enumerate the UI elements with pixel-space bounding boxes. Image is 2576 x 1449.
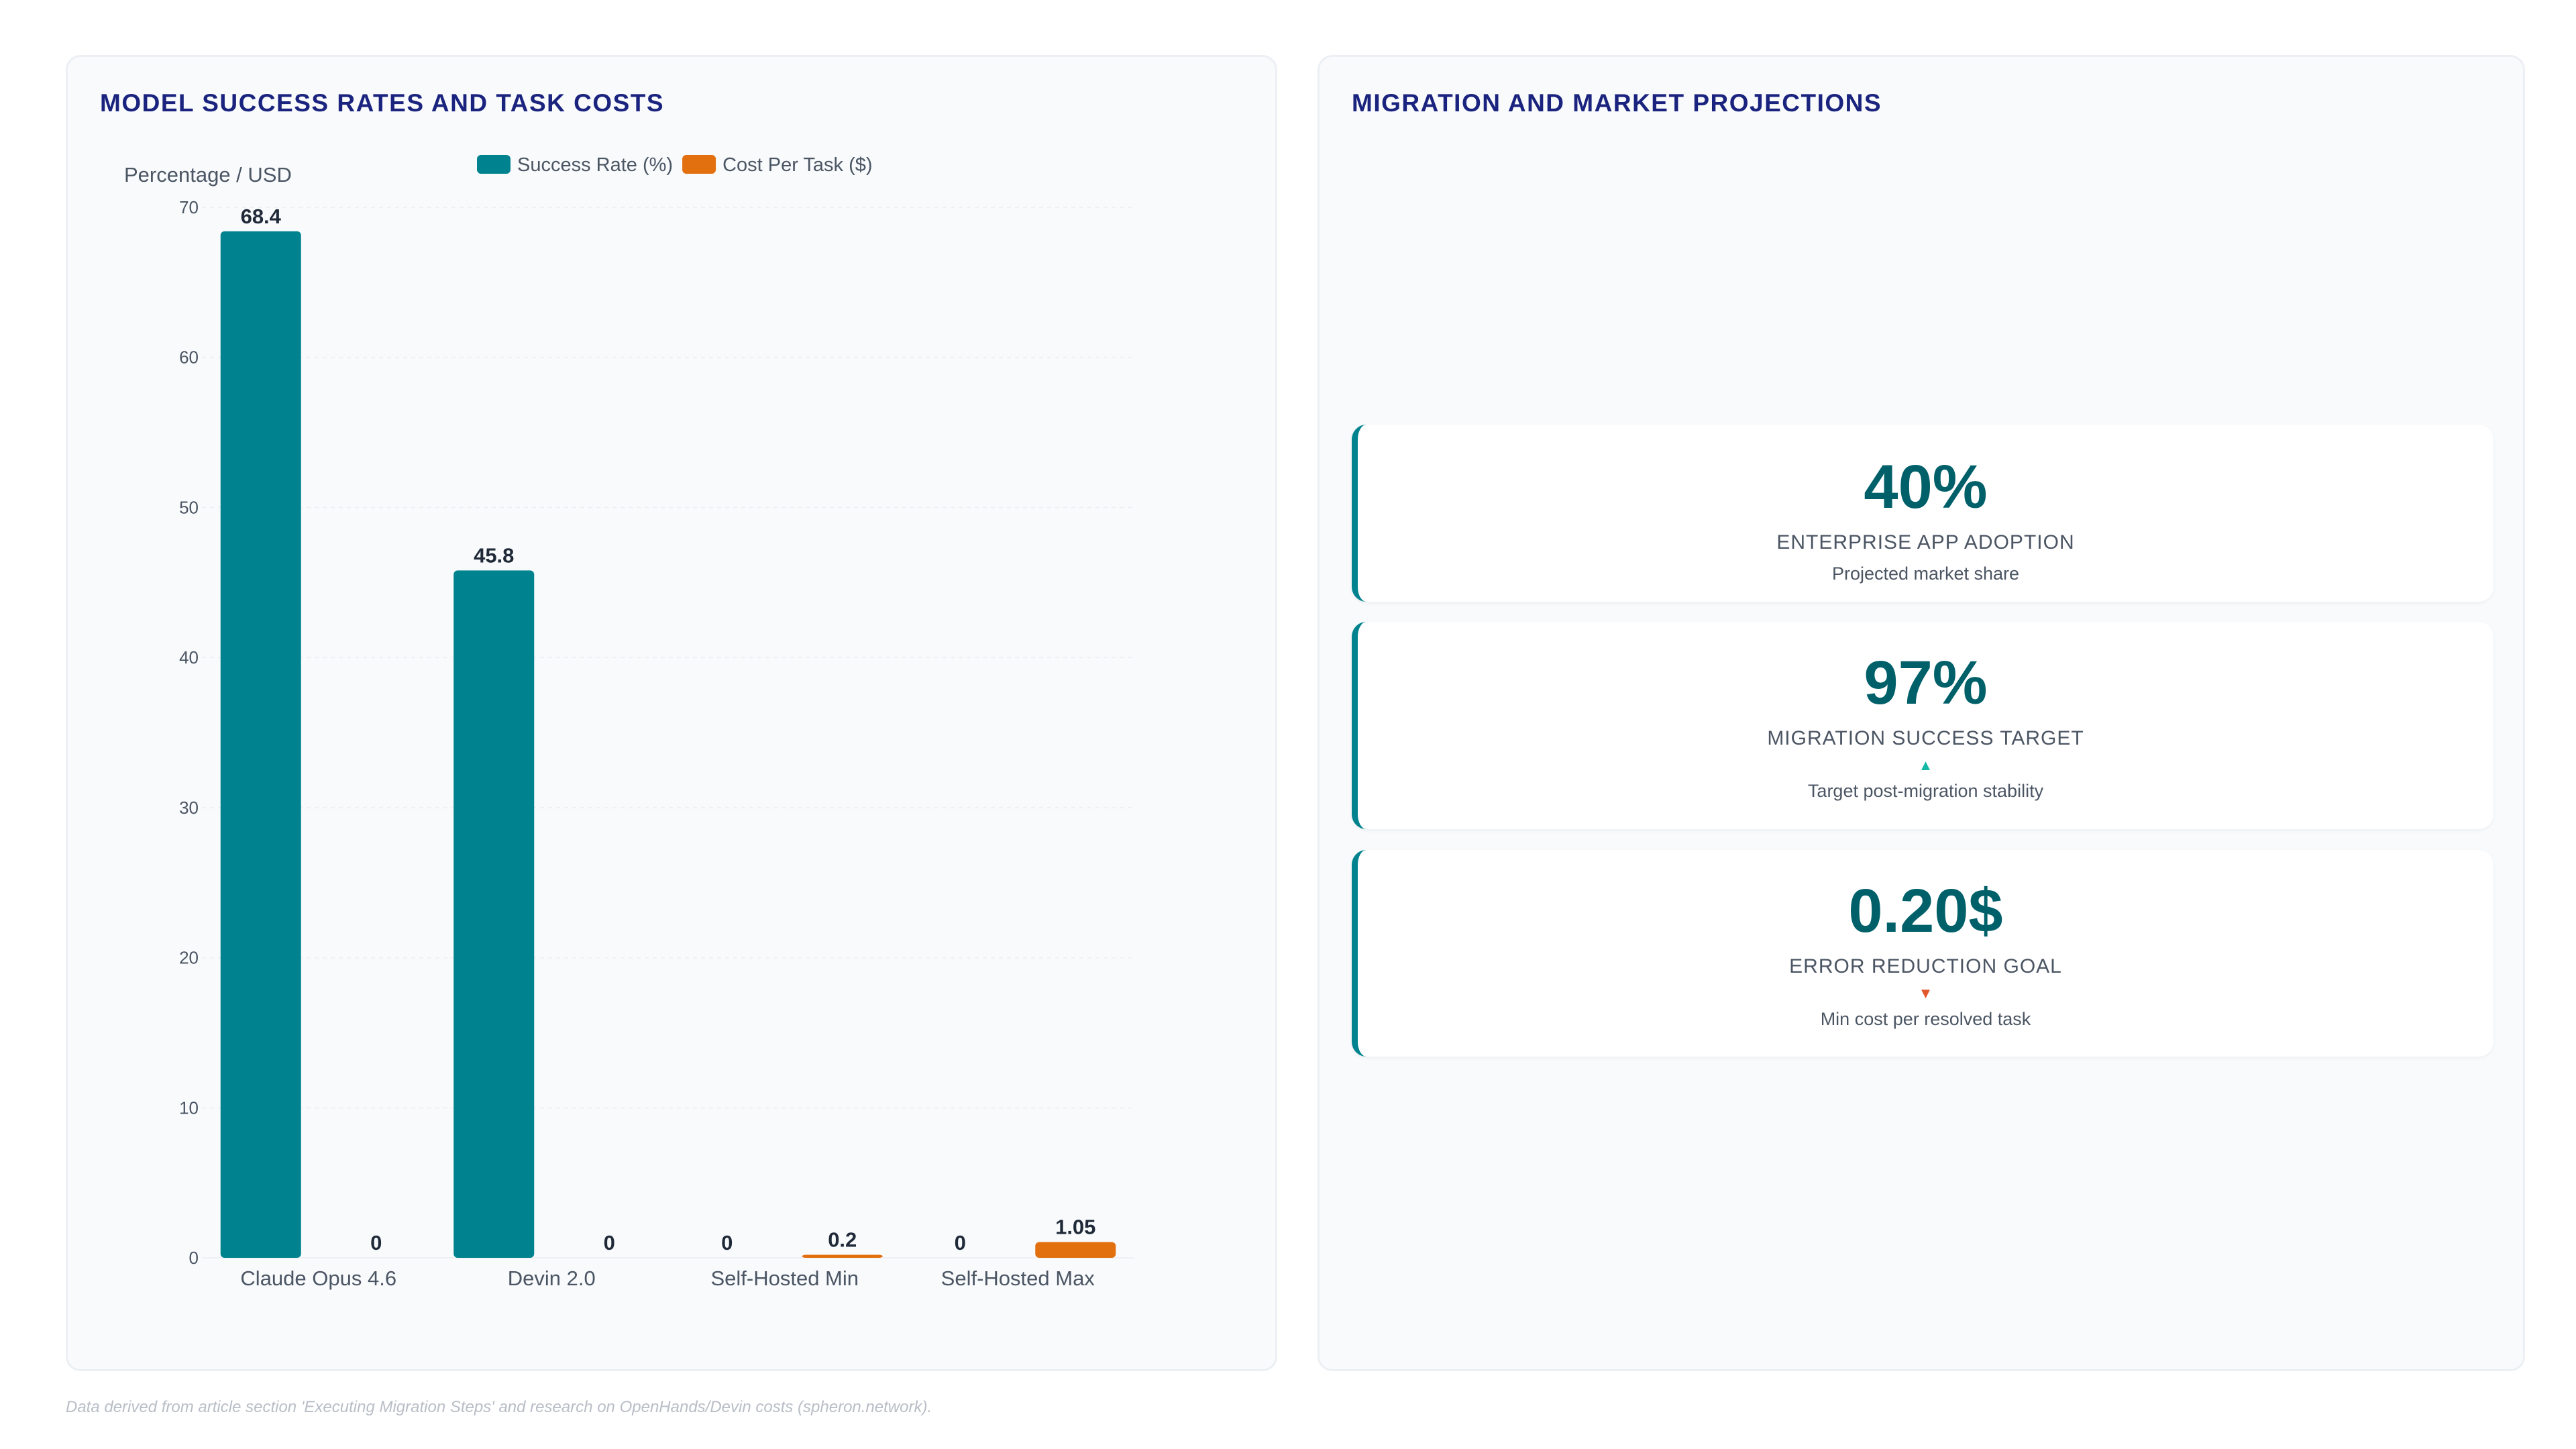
y-tick-label: 60	[179, 347, 199, 368]
y-tick-label: 50	[179, 497, 199, 517]
y-tick-label: 40	[179, 647, 199, 667]
chart-card-title: MODEL SUCCESS RATES AND TASK COSTS	[100, 89, 665, 117]
kpi-card-enterprise-adoption: 40% ENTERPRISE APP ADOPTION Projected ma…	[1352, 425, 2493, 602]
bar	[1035, 1242, 1116, 1258]
kpi-card-migration-success: 97% MIGRATION SUCCESS TARGET ▲ Target po…	[1352, 622, 2493, 829]
data-label: 0	[604, 1231, 615, 1254]
kpi-subtitle: Projected market share	[1831, 564, 2020, 584]
success-cost-chart-card: MODEL SUCCESS RATES AND TASK COSTS 0 10 20…	[66, 55, 1277, 1371]
kpi-label: ERROR REDUCTION GOAL	[1789, 955, 2062, 977]
kpi-card-error-reduction: 0.20$ ERROR REDUCTION GOAL ▼ Min cost pe…	[1352, 850, 2493, 1057]
y-tick-label: 30	[179, 798, 199, 818]
kpi-subtitle: Target post-migration stability	[1807, 781, 2044, 801]
data-label: 0	[955, 1231, 966, 1254]
data-label: 68.4	[241, 205, 282, 228]
data-label: 0	[721, 1231, 733, 1254]
data-label: 0.2	[828, 1228, 857, 1252]
y-tick-label: 70	[179, 197, 199, 217]
kpi-value: 40%	[1864, 453, 1988, 521]
projections-card: MIGRATION AND MARKET PROJECTIONS 40% ENT…	[1318, 55, 2525, 1371]
trend-up-icon: ▲	[1918, 757, 1933, 773]
trend-down-icon: ▼	[1918, 985, 1933, 1002]
data-label: 45.8	[474, 543, 514, 567]
y-tick-label: 10	[179, 1097, 199, 1118]
projections-card-title: MIGRATION AND MARKET PROJECTIONS	[1352, 89, 1882, 117]
kpi-value: 0.20$	[1848, 877, 2003, 945]
legend-swatch	[477, 155, 511, 174]
x-tick-label: Claude Opus 4.6	[240, 1267, 396, 1290]
bar	[220, 231, 301, 1258]
legend-entry: Cost Per Task ($)	[722, 154, 872, 176]
x-tick-label: Self-Hosted Max	[941, 1267, 1095, 1290]
kpi-subtitle: Min cost per resolved task	[1820, 1009, 2031, 1029]
bar	[453, 570, 535, 1258]
y-axis-label: Percentage / USD	[124, 163, 292, 186]
legend-entry: Success Rate (%)	[517, 154, 673, 176]
kpi-label: ENTERPRISE APP ADOPTION	[1776, 531, 2075, 553]
legend-swatch	[682, 155, 716, 174]
y-tick-label: 20	[179, 948, 199, 968]
bar-chart: 0 10 20 30 40 50 60 70 Percentage / USD Claude Op…	[124, 154, 1134, 1290]
y-tick-label: 0	[189, 1248, 199, 1268]
x-tick-label: Devin 2.0	[508, 1267, 596, 1290]
x-tick-label: Self-Hosted Min	[710, 1267, 859, 1290]
kpi-label: MIGRATION SUCCESS TARGET	[1767, 727, 2084, 749]
data-label: 1.05	[1055, 1216, 1095, 1239]
bar	[802, 1254, 883, 1258]
data-source-footnote: Data derived from article section 'Execu…	[66, 1398, 932, 1416]
kpi-value: 97%	[1864, 649, 1988, 717]
data-label: 0	[370, 1231, 382, 1254]
